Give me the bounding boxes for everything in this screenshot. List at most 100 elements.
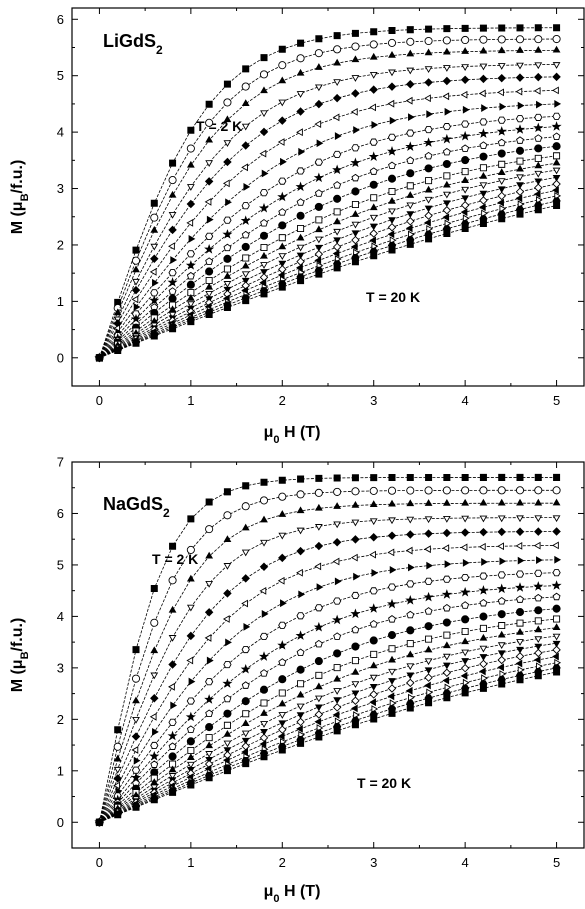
data-point (314, 225, 323, 233)
data-point (114, 346, 122, 355)
data-point (497, 650, 506, 658)
data-point (261, 169, 269, 178)
data-point (258, 202, 270, 213)
data-point (295, 630, 306, 640)
series-17 (94, 186, 559, 362)
data-point (408, 113, 415, 121)
data-point (388, 615, 396, 623)
data-point (498, 622, 506, 630)
data-point (333, 194, 342, 203)
data-point (296, 107, 305, 116)
data-point (241, 599, 248, 608)
data-point (516, 46, 524, 53)
data-point (114, 811, 122, 819)
data-point (517, 200, 525, 209)
data-point (241, 523, 250, 531)
data-point (368, 151, 379, 161)
data-point (479, 35, 488, 44)
data-point (241, 719, 250, 727)
data-point (461, 689, 469, 697)
data-point (479, 473, 487, 481)
data-point (460, 586, 471, 597)
x-tick-label: 2 (279, 855, 286, 870)
data-point (313, 621, 324, 632)
data-point (479, 63, 488, 71)
data-point (186, 761, 195, 769)
data-point (204, 694, 215, 704)
data-point (296, 128, 303, 137)
y-tick-label: 6 (57, 506, 64, 521)
data-point (479, 684, 487, 692)
y-tick-label: 4 (57, 609, 64, 624)
data-point (204, 608, 214, 617)
data-point (260, 290, 268, 298)
data-point (461, 47, 470, 54)
data-point (442, 641, 451, 649)
data-point (534, 62, 543, 70)
data-point (150, 332, 158, 340)
data-point (534, 72, 543, 82)
data-point (461, 120, 470, 128)
data-point (554, 658, 562, 667)
data-point (113, 781, 120, 790)
data-point (351, 230, 360, 238)
y-tick-label: 5 (57, 557, 64, 572)
data-point (460, 671, 468, 680)
data-point (168, 212, 177, 219)
data-point (296, 717, 305, 727)
data-point (406, 486, 415, 495)
data-point (333, 79, 342, 86)
data-point (406, 580, 415, 588)
data-point (461, 35, 470, 45)
data-point (223, 140, 232, 147)
data-point (205, 160, 214, 167)
data-point (481, 209, 488, 218)
series-12 (95, 615, 561, 826)
data-point (316, 139, 324, 148)
data-point (424, 48, 433, 56)
data-point (277, 191, 288, 202)
data-point (333, 632, 342, 640)
y-tick-label: 1 (57, 294, 64, 309)
data-point (205, 678, 214, 686)
data-point (113, 754, 122, 762)
data-point (296, 54, 305, 63)
series-15 (95, 175, 561, 363)
data-point (424, 516, 433, 524)
data-point (259, 231, 269, 240)
data-point (315, 270, 323, 278)
data-point (387, 583, 397, 591)
data-point (514, 124, 526, 134)
data-point (536, 556, 543, 565)
data-point (406, 202, 415, 210)
data-point (223, 694, 232, 703)
data-point (132, 246, 140, 254)
data-point (534, 35, 543, 44)
data-point (186, 144, 195, 153)
data-point (369, 72, 378, 79)
data-point (314, 717, 322, 726)
data-point (514, 582, 526, 592)
data-point (241, 163, 248, 172)
data-point (186, 656, 194, 665)
data-point (424, 66, 433, 73)
data-point (333, 502, 342, 509)
data-point (552, 515, 561, 523)
data-point (132, 339, 140, 347)
data-point (297, 39, 305, 47)
data-point (205, 709, 214, 717)
data-point (223, 709, 232, 718)
data-point (261, 610, 269, 618)
data-point (258, 651, 270, 661)
data-point (441, 589, 452, 599)
series-8 (95, 112, 561, 362)
data-point (150, 254, 159, 263)
panel-title: NaGdS2 (103, 494, 170, 520)
data-point (223, 767, 231, 775)
data-point (497, 655, 506, 665)
data-point (168, 269, 177, 277)
data-point (515, 608, 525, 617)
x-tick-label: 4 (462, 855, 469, 870)
data-point (296, 665, 305, 674)
data-point (370, 715, 378, 723)
